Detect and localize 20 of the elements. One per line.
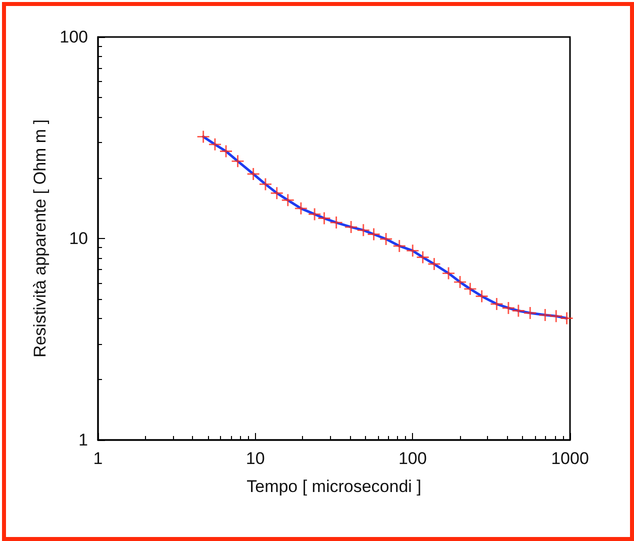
point	[550, 310, 562, 322]
point	[416, 251, 429, 264]
point	[318, 212, 330, 224]
x-tick-label: 1	[93, 449, 103, 468]
point	[330, 216, 342, 229]
x-tick-label: 1000	[551, 449, 589, 468]
y-axis-title: Resistività apparente [ Ohm m ]	[30, 119, 50, 358]
y-tick-label: 1	[78, 430, 88, 450]
y-tick-label: 10	[69, 229, 88, 248]
x-tick-label: 100	[398, 449, 427, 468]
x-axis-title: Tempo [ microsecondi ]	[246, 477, 422, 496]
point	[270, 187, 283, 200]
point	[197, 130, 210, 143]
point	[282, 194, 294, 206]
x-tick-label: 10	[246, 449, 265, 468]
point	[294, 202, 307, 214]
point	[368, 228, 380, 240]
point	[539, 309, 552, 322]
point	[464, 282, 476, 295]
y-tick-label: 100	[60, 28, 88, 46]
